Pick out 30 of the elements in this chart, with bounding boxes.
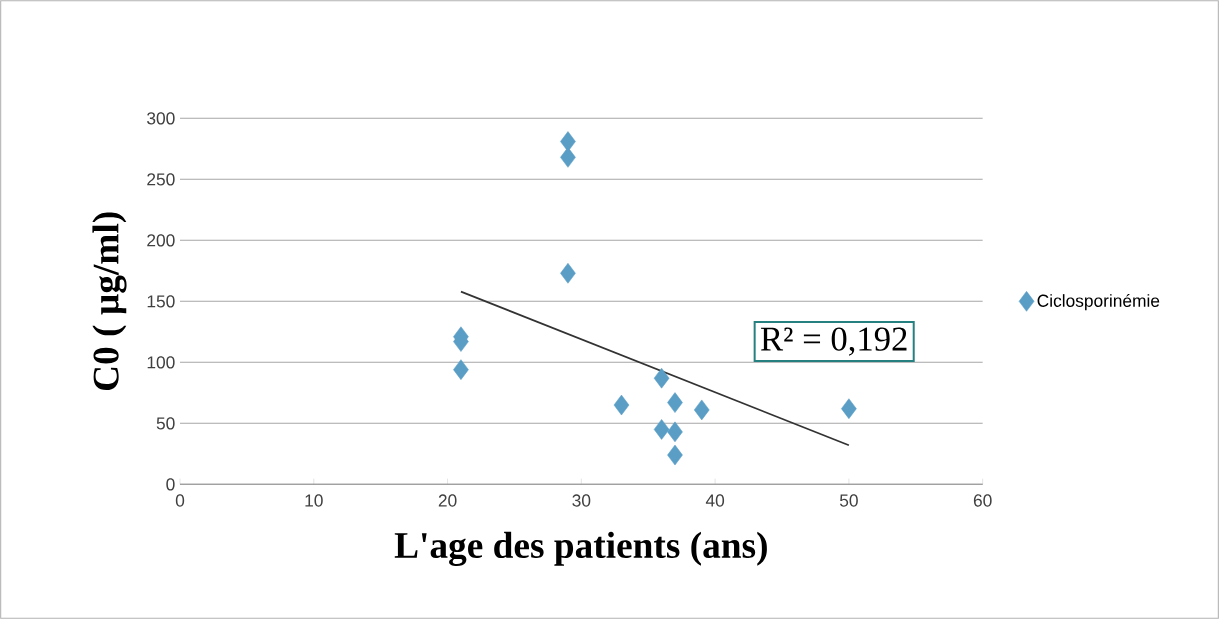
point (653, 367, 670, 389)
point (560, 131, 576, 152)
legend-label: Ciclosporinémie (1037, 293, 1160, 311)
y-tick-label: 200 (147, 234, 175, 247)
point (560, 147, 576, 168)
point (453, 359, 469, 380)
point (560, 263, 576, 284)
y-tick-label: 50 (156, 417, 175, 430)
point (667, 421, 683, 443)
point (667, 392, 683, 413)
x-tick-label: 10 (305, 494, 323, 507)
y-tick-label: 150 (147, 295, 175, 308)
x-tick-label: 0 (175, 494, 185, 507)
y-tick-label: 300 (147, 112, 175, 125)
annotation: R² = 0,192 (760, 327, 907, 356)
point (841, 398, 857, 419)
point (653, 419, 670, 440)
x-tick-label: 50 (839, 494, 858, 507)
point (693, 399, 710, 421)
x-tick-label: 40 (705, 494, 725, 507)
x-axis-title: L'age des patients (ans) (394, 531, 767, 566)
y-tick-label: 0 (166, 478, 175, 491)
point (667, 444, 683, 466)
x-tick-label: 30 (572, 494, 591, 507)
x-tick-label: 20 (438, 494, 457, 507)
y-tick-label: 100 (147, 356, 175, 369)
y-axis-title: C0 ( µg/ml) (92, 212, 127, 391)
y-tick-label: 250 (147, 173, 175, 186)
point (613, 394, 630, 416)
x-tick-label: 60 (973, 494, 992, 507)
